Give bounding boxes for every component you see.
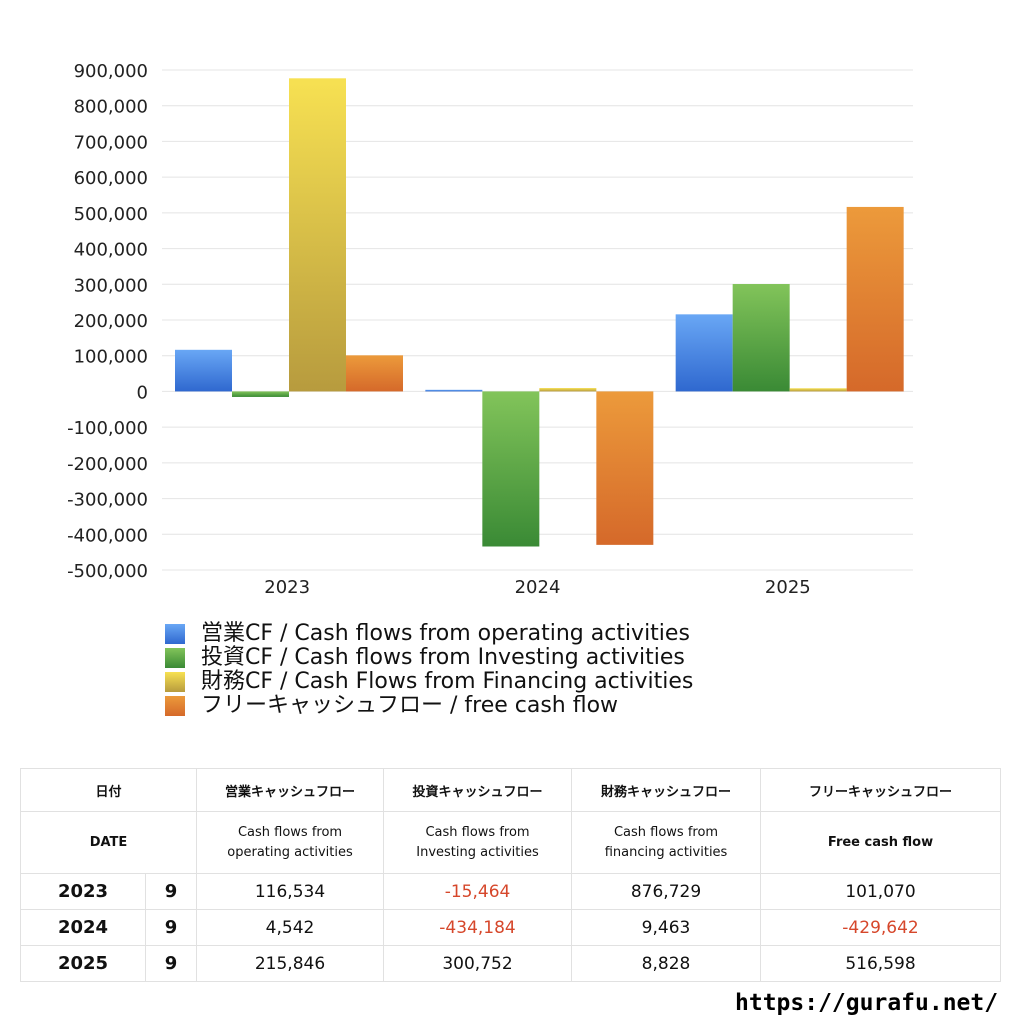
bar-2024-series-0 (425, 389, 483, 392)
bar-2024-series-3 (596, 391, 654, 545)
header-line: Investing activities (416, 844, 539, 860)
legend: 営業CF / Cash flows from operating activit… (165, 622, 693, 718)
bar-2023-series-3 (346, 355, 403, 392)
y-tick-label: -500,000 (67, 561, 148, 582)
header-line: Cash flows from (425, 824, 530, 840)
header-line: operating activities (227, 844, 353, 860)
x-tick-label: 2024 (515, 577, 561, 598)
month-cell: 9 (144, 873, 198, 910)
header-line: Cash flows from (613, 824, 719, 840)
legend-swatch-free (165, 696, 185, 716)
header-financing-en: Cash flows from financing activities (571, 811, 762, 874)
bar-series (175, 78, 904, 547)
cash-flow-chart: 900,000 800,000 700,000 600,000 500,000 400,0… (67, 61, 913, 598)
site-credit: https://gurafu.net/ (735, 990, 999, 1016)
bar-2023-series-0 (175, 349, 232, 392)
y-tick-label: -200,000 (67, 454, 148, 475)
header-date-en: DATE (19, 811, 198, 874)
y-tick-label: -400,000 (67, 525, 148, 546)
free-cell: -429,642 (760, 909, 1002, 946)
header-free-jp: フリーキャッシュフロー (760, 768, 1002, 812)
table-row: 2025 9 215,846 300,752 8,828 516,598 (20, 945, 1002, 982)
y-tick-label: 300,000 (74, 275, 148, 296)
y-tick-label: -100,000 (67, 418, 148, 439)
legend-label: フリーキャッシュフロー / free cash flow (201, 693, 619, 718)
header-operating-jp: 営業キャッシュフロー (196, 768, 385, 812)
financing-cell: 876,729 (571, 873, 762, 910)
header-row-en: DATE Cash flows from operating activities… (19, 811, 1002, 874)
y-tick-label: 0 (137, 382, 148, 403)
y-tick-label: -300,000 (67, 490, 148, 511)
legend-swatch-financing (165, 672, 185, 692)
header-investing-jp: 投資キャッシュフロー (383, 768, 573, 812)
financing-cell: 9,463 (571, 909, 762, 946)
legend-item-financing: 財務CF / Cash Flows from Financing activit… (165, 670, 693, 694)
header-financing-jp: 財務キャッシュフロー (571, 768, 762, 812)
header-line: Cash flows from (237, 824, 343, 840)
legend-item-operating: 営業CF / Cash flows from operating activit… (165, 622, 693, 646)
y-tick-label: 600,000 (74, 168, 148, 189)
operating-cell: 4,542 (196, 909, 385, 946)
table-row: 2024 9 4,542 -434,184 9,463 -429,642 (20, 909, 1002, 946)
bar-2023-series-2 (289, 78, 346, 392)
month-cell: 9 (144, 909, 198, 946)
header-investing-en: Cash flows from Investing activities (383, 811, 573, 874)
legend-swatch-operating (165, 624, 185, 644)
y-tick-label: 400,000 (74, 240, 148, 261)
header-row-jp: 日付 営業キャッシュフロー 投資キャッシュフロー 財務キャッシュフロー フリーキ… (19, 768, 1002, 812)
y-tick-label: 800,000 (74, 97, 148, 118)
financing-cell: 8,828 (571, 945, 762, 982)
header-date-jp: 日付 (19, 768, 198, 812)
bar-2025-series-2 (789, 388, 847, 392)
legend-swatch-investing (165, 648, 185, 668)
cash-flow-table: 日付 営業キャッシュフロー 投資キャッシュフロー 財務キャッシュフロー フリーキ… (19, 768, 1002, 982)
legend-item-investing: 投資CF / Cash flows from Investing activit… (165, 646, 693, 670)
table-row: 2023 9 116,534 -15,464 876,729 101,070 (20, 873, 1002, 910)
y-tick-label: 900,000 (74, 61, 148, 82)
free-cell: 516,598 (760, 945, 1002, 982)
operating-cell: 215,846 (196, 945, 385, 982)
bar-2025-series-3 (846, 206, 904, 392)
header-free-en: Free cash flow (760, 811, 1002, 874)
investing-cell: -15,464 (383, 873, 573, 910)
x-axis-ticks: 2023 2024 2025 (264, 577, 810, 598)
y-tick-label: 100,000 (74, 347, 148, 368)
investing-cell: -434,184 (383, 909, 573, 946)
bar-2025-series-0 (675, 314, 733, 392)
legend-label: 投資CF / Cash flows from Investing activit… (201, 645, 685, 670)
header-operating-en: Cash flows from operating activities (196, 811, 385, 874)
year-cell: 2023 (20, 873, 146, 910)
bar-2024-series-1 (482, 391, 540, 547)
year-cell: 2025 (20, 945, 146, 982)
month-cell: 9 (144, 945, 198, 982)
y-tick-label: 700,000 (74, 132, 148, 153)
free-cell: 101,070 (760, 873, 1002, 910)
legend-item-free: フリーキャッシュフロー / free cash flow (165, 694, 693, 718)
year-cell: 2024 (20, 909, 146, 946)
bar-2025-series-1 (732, 284, 790, 392)
bar-2024-series-2 (539, 388, 597, 392)
x-tick-label: 2023 (264, 577, 310, 598)
bar-2023-series-1 (232, 391, 289, 397)
legend-label: 財務CF / Cash Flows from Financing activit… (201, 669, 694, 694)
y-tick-label: 500,000 (74, 204, 148, 225)
investing-cell: 300,752 (383, 945, 573, 982)
y-tick-label: 200,000 (74, 311, 148, 332)
operating-cell: 116,534 (196, 873, 385, 910)
legend-label: 営業CF / Cash flows from operating activit… (201, 621, 690, 646)
y-axis-ticks: 900,000 800,000 700,000 600,000 500,000 400,0… (67, 61, 148, 582)
header-line: financing activities (604, 844, 728, 860)
x-tick-label: 2025 (765, 577, 811, 598)
